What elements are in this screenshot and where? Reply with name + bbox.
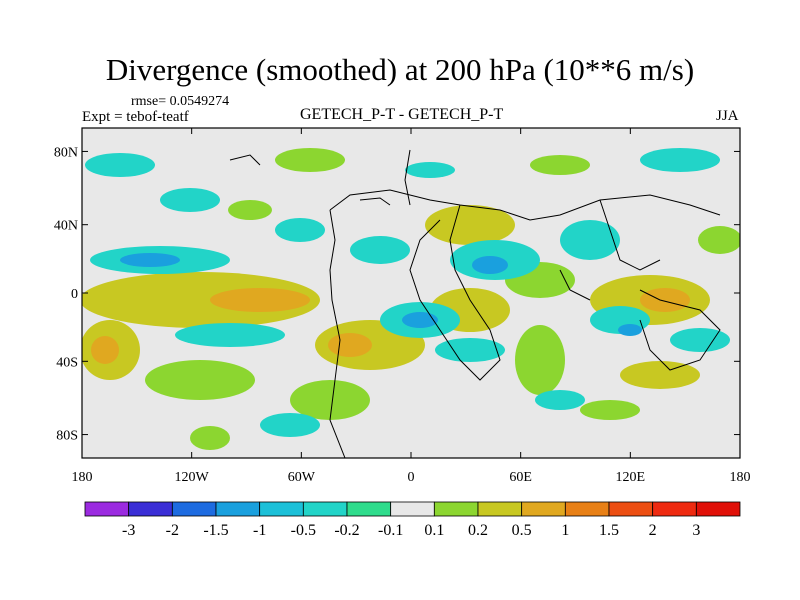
experiment-label: Expt = tebof-teatf [82, 109, 189, 125]
colorbar-swatch [521, 501, 566, 517]
season-label: JJA [716, 108, 739, 124]
colorbar-label: -0.5 [291, 522, 316, 539]
colorbar: -3 -2 -1.5 -1 -0.5 -0.2 -0.1 0.1 0.2 0.5 1 1.5 2 3 [84, 501, 741, 539]
colorbar-swatch [652, 501, 697, 517]
colorbar-label: -2 [166, 522, 179, 539]
lon-tick-label: 180 [730, 470, 751, 485]
page-title: Divergence (smoothed) at 200 hPa (10**6 … [105, 52, 695, 87]
colorbar-label: -1 [253, 522, 266, 539]
colorbar-label: 1 [561, 522, 569, 539]
comparison-label: GETECH_P-T - GETECH_P-T [300, 106, 504, 123]
colorbar-label: 3 [692, 522, 700, 539]
colorbar-label: -3 [122, 522, 135, 539]
colorbar-swatch [302, 501, 348, 517]
lon-tick-label: 60E [509, 470, 532, 485]
colorbar-swatch [346, 501, 392, 517]
colorbar-swatch [477, 501, 523, 517]
latitude-axis: 80N 40N 0 40S 80S [54, 145, 740, 444]
colorbar-swatch [390, 501, 435, 517]
colorbar-label: -0.2 [334, 522, 359, 539]
colorbar-swatch [259, 501, 304, 517]
negative-divergence-areas [85, 148, 730, 437]
colorbar-label: 2 [649, 522, 657, 539]
colorbar-swatch [608, 501, 654, 517]
colorbar-swatch [128, 501, 173, 517]
longitude-axis: 180 120W 60W 0 60E 120E 180 [72, 128, 751, 485]
colorbar-swatch [171, 501, 217, 517]
colorbar-swatch [84, 501, 130, 517]
lat-tick-label: 80N [54, 145, 78, 160]
lat-tick-label: 0 [71, 287, 78, 302]
colorbar-swatch [215, 501, 261, 517]
colorbar-label: 0.2 [468, 522, 488, 539]
coastlines [229, 149, 721, 458]
divergence-field [82, 148, 740, 458]
colorbar-label: 0.1 [424, 522, 444, 539]
lon-tick-label: 180 [72, 470, 93, 485]
map-panel [81, 127, 741, 459]
colorbar-label: 0.5 [512, 522, 532, 539]
colorbar-swatch [695, 501, 741, 517]
lat-tick-label: 80S [56, 429, 78, 444]
lon-tick-label: 0 [408, 470, 415, 485]
colorbar-label: -1.5 [203, 522, 228, 539]
colorbar-swatch [433, 501, 479, 517]
colorbar-label: 1.5 [599, 522, 619, 539]
colorbar-swatch [564, 501, 610, 517]
lat-tick-label: 40S [56, 355, 78, 370]
lon-tick-label: 120E [616, 470, 646, 485]
lat-tick-label: 40N [54, 219, 78, 234]
lon-tick-label: 120W [175, 470, 210, 485]
colorbar-label: -0.1 [378, 522, 403, 539]
rmse-label: rmse= 0.0549274 [131, 94, 230, 109]
lon-tick-label: 60W [288, 470, 316, 485]
